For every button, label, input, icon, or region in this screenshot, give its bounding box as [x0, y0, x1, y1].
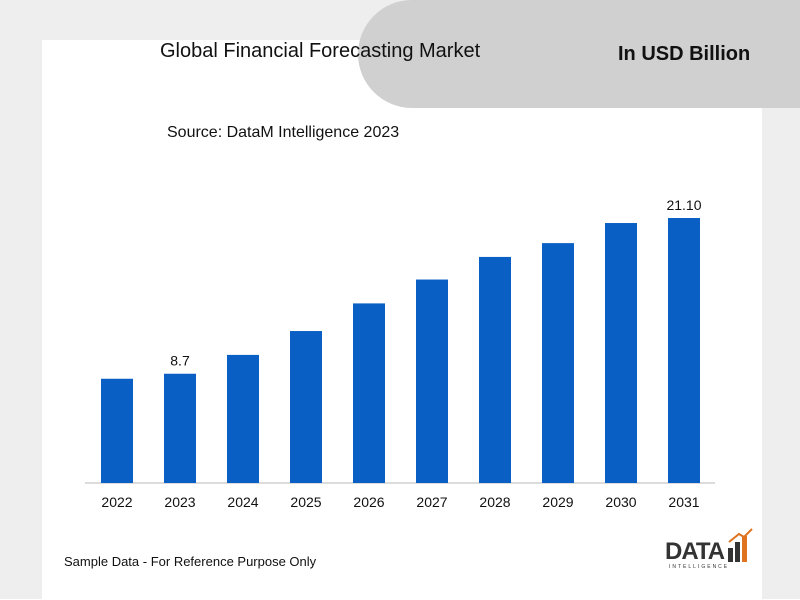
- bar-2031: [668, 218, 700, 483]
- logo-subtext: INTELLIGENCE: [669, 564, 730, 570]
- x-tick-label: 2023: [164, 494, 195, 510]
- data-labels: 8.7 21.10: [170, 197, 701, 369]
- bars-group: [101, 218, 700, 484]
- x-tick-label: 2031: [668, 494, 699, 510]
- x-tick-labels: 2022 2023 2024 2025 2026 2027 2028 2029 2030 2031: [101, 494, 699, 510]
- x-tick-label: 2025: [290, 494, 321, 510]
- x-tick-label: 2029: [542, 494, 573, 510]
- chart-title: Global Financial Forecasting Market: [160, 40, 481, 62]
- header-panel: [358, 0, 800, 108]
- bar-2022: [101, 378, 133, 483]
- x-tick-label: 2026: [353, 494, 384, 510]
- x-tick-label: 2022: [101, 494, 132, 510]
- data-label: 8.7: [170, 353, 190, 369]
- logo-bars-icon: [728, 528, 753, 562]
- bar-2028: [479, 256, 511, 483]
- footer-note: Sample Data - For Reference Purpose Only: [64, 554, 317, 569]
- bar-2024: [227, 354, 259, 483]
- bar-2027: [416, 279, 448, 483]
- logo-text: DATA: [665, 538, 725, 565]
- x-tick-label: 2024: [227, 494, 258, 510]
- bar-2026: [353, 303, 385, 483]
- datam-logo: DATA INTELLIGENCE: [665, 528, 755, 572]
- x-tick-label: 2030: [605, 494, 636, 510]
- bar-2023: [164, 373, 196, 483]
- bar-2025: [290, 331, 322, 483]
- bar-2029: [542, 243, 574, 483]
- source-label: Source: DataM Intelligence 2023: [167, 124, 400, 141]
- data-label: 21.10: [666, 197, 701, 213]
- x-tick-label: 2027: [416, 494, 447, 510]
- content-card: [42, 40, 762, 600]
- x-tick-label: 2028: [479, 494, 510, 510]
- unit-label: In USD Billion: [618, 43, 751, 65]
- bar-2030: [605, 223, 637, 484]
